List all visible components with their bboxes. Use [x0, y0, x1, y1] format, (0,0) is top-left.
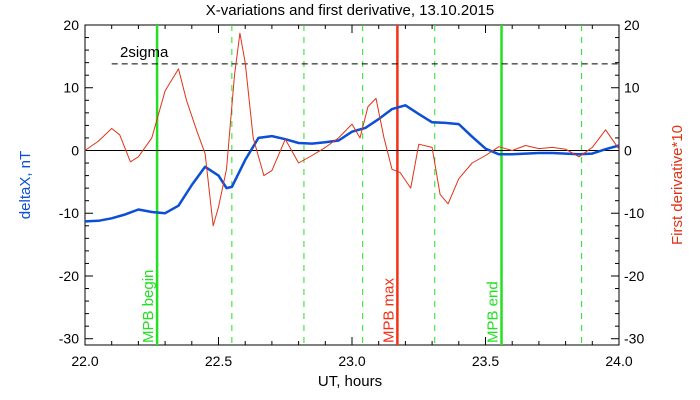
y-axis-label-right: First derivative*10: [669, 125, 686, 245]
y-tick-label-left: 10: [63, 80, 79, 96]
y-tick-label-right: 10: [624, 80, 640, 96]
y-tick-label-left: -30: [59, 331, 79, 347]
x-tick-label: 22.0: [71, 353, 98, 369]
vertical-marker-label: MPB begin: [140, 270, 157, 343]
y-tick-label-right: 20: [624, 17, 640, 33]
dashed-vertical-lines: [231, 25, 583, 345]
deltax-series-line: [84, 104, 620, 223]
x-tick-label: 22.5: [205, 353, 232, 369]
y-axis-right: 20 10 0 -10 -20 -30: [611, 17, 644, 347]
derivative-series-line: [84, 32, 620, 227]
x-tick-label: 24.0: [605, 353, 632, 369]
vertical-markers: MPB begin MPB max MPB end: [140, 25, 503, 345]
threshold-label: 2sigma: [120, 44, 169, 61]
y-axis-label-left: deltaX, nT: [17, 151, 34, 219]
y-tick-label-left: -20: [59, 268, 79, 284]
y-tick-label-left: -10: [59, 205, 79, 221]
x-tick-label: 23.5: [472, 353, 499, 369]
chart-title: X-variations and first derivative, 13.10…: [206, 2, 495, 19]
vertical-marker-label: MPB end: [485, 281, 502, 343]
plot-frame: [84, 24, 620, 346]
y-tick-label-right: -10: [624, 205, 644, 221]
x-axis: 22.0 22.5 23.0 23.5 24.0: [71, 25, 633, 369]
y-tick-label-left: 20: [63, 17, 79, 33]
x-tick-label: 23.0: [338, 353, 365, 369]
y-axis-left: 20 10 0 -10 -20 -30: [59, 17, 93, 347]
y-tick-label-right: -30: [624, 331, 644, 347]
y-tick-label-right: 0: [624, 142, 632, 158]
y-tick-label-right: -20: [624, 268, 644, 284]
series-lines: [84, 32, 620, 227]
y-tick-label-left: 0: [71, 142, 79, 158]
vertical-marker-label: MPB max: [380, 277, 397, 343]
x-axis-label: UT, hours: [318, 373, 382, 390]
